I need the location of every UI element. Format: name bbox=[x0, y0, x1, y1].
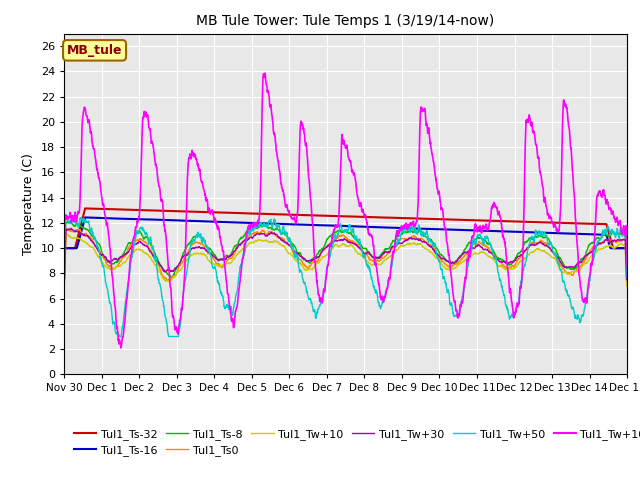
Tul1_Tw+30 bbox=[607, 238, 615, 244]
Tul1_Ts-8 bbox=[504, 260, 511, 266]
Tul1_Ts0 bbox=[607, 237, 615, 243]
Tul1_Tw+100 bbox=[319, 288, 327, 293]
Tul1_Tw+10 bbox=[319, 254, 327, 260]
Tul1_Tw+30 bbox=[60, 277, 68, 283]
Tul1_Tw+50 bbox=[60, 293, 68, 299]
Tul1_Ts0 bbox=[63, 226, 70, 231]
Tul1_Ts-8 bbox=[89, 233, 97, 239]
Tul1_Ts-32 bbox=[319, 213, 327, 218]
Y-axis label: Temperature (C): Temperature (C) bbox=[22, 153, 35, 255]
Tul1_Tw+50 bbox=[319, 290, 327, 296]
Line: Tul1_Tw+30: Tul1_Tw+30 bbox=[64, 228, 627, 280]
Tul1_Tw+10 bbox=[60, 283, 68, 289]
Tul1_Ts-16 bbox=[334, 223, 342, 228]
Tul1_Ts-16 bbox=[607, 245, 615, 251]
Tul1_Tw+30 bbox=[623, 277, 631, 283]
Tul1_Ts-8 bbox=[60, 277, 68, 283]
Tul1_Ts0 bbox=[60, 283, 68, 289]
Tul1_Ts-32 bbox=[81, 205, 89, 211]
Tul1_Ts-32 bbox=[623, 245, 631, 251]
Tul1_Tw+100 bbox=[335, 218, 342, 224]
Line: Tul1_Ts0: Tul1_Ts0 bbox=[64, 228, 627, 286]
Tul1_Tw+30 bbox=[89, 240, 97, 245]
Tul1_Tw+50 bbox=[504, 307, 512, 312]
Tul1_Ts-8 bbox=[607, 232, 615, 238]
Tul1_Tw+50 bbox=[623, 275, 631, 281]
Tul1_Tw+30 bbox=[67, 226, 75, 231]
Line: Tul1_Tw+10: Tul1_Tw+10 bbox=[64, 234, 627, 286]
Tul1_Ts-16 bbox=[60, 245, 68, 251]
Tul1_Tw+50 bbox=[116, 334, 124, 339]
Tul1_Tw+10 bbox=[63, 231, 70, 237]
Tul1_Ts0 bbox=[504, 265, 511, 271]
Tul1_Tw+30 bbox=[334, 238, 342, 243]
Tul1_Ts-32 bbox=[334, 213, 342, 219]
Tul1_Ts-8 bbox=[623, 277, 631, 283]
Tul1_Ts-16 bbox=[607, 245, 614, 251]
Line: Tul1_Tw+50: Tul1_Tw+50 bbox=[64, 215, 627, 336]
Text: MB_tule: MB_tule bbox=[67, 44, 122, 57]
Tul1_Tw+10 bbox=[607, 243, 614, 249]
Tul1_Ts0 bbox=[607, 238, 614, 243]
Tul1_Tw+30 bbox=[319, 247, 327, 252]
Tul1_Ts-8 bbox=[319, 245, 327, 251]
Tul1_Ts-32 bbox=[60, 245, 68, 251]
Tul1_Ts-16 bbox=[81, 215, 89, 220]
Tul1_Ts0 bbox=[89, 239, 97, 245]
Line: Tul1_Ts-16: Tul1_Ts-16 bbox=[64, 217, 627, 248]
Tul1_Tw+100 bbox=[607, 206, 615, 212]
Tul1_Tw+50 bbox=[335, 230, 342, 236]
Tul1_Tw+100 bbox=[504, 269, 512, 275]
Tul1_Tw+50 bbox=[89, 231, 97, 237]
Tul1_Tw+100 bbox=[117, 345, 125, 351]
Tul1_Ts-32 bbox=[607, 239, 615, 244]
Tul1_Tw+10 bbox=[504, 266, 511, 272]
Tul1_Ts-8 bbox=[607, 232, 614, 238]
Tul1_Ts0 bbox=[623, 283, 631, 289]
Tul1_Ts-16 bbox=[504, 228, 511, 234]
Tul1_Ts0 bbox=[319, 247, 327, 252]
Tul1_Ts-8 bbox=[65, 219, 72, 225]
Tul1_Tw+50 bbox=[607, 228, 615, 234]
Tul1_Tw+50 bbox=[62, 212, 70, 217]
Tul1_Tw+100 bbox=[261, 70, 269, 76]
Line: Tul1_Ts-32: Tul1_Ts-32 bbox=[64, 208, 627, 248]
Tul1_Ts-8 bbox=[334, 228, 342, 234]
Tul1_Tw+100 bbox=[607, 211, 615, 216]
Tul1_Tw+10 bbox=[623, 283, 631, 289]
Tul1_Ts-32 bbox=[89, 206, 97, 212]
Tul1_Tw+50 bbox=[607, 227, 615, 233]
Tul1_Tw+100 bbox=[60, 291, 68, 297]
Tul1_Tw+30 bbox=[504, 261, 511, 266]
Line: Tul1_Ts-8: Tul1_Ts-8 bbox=[64, 222, 627, 280]
Tul1_Tw+10 bbox=[89, 245, 97, 251]
Legend: Tul1_Ts-32, Tul1_Ts-16, Tul1_Ts-8, Tul1_Ts0, Tul1_Tw+10, Tul1_Tw+30, Tul1_Tw+50,: Tul1_Ts-32, Tul1_Ts-16, Tul1_Ts-8, Tul1_… bbox=[70, 424, 640, 460]
Tul1_Ts-16 bbox=[89, 215, 97, 221]
Title: MB Tule Tower: Tule Temps 1 (3/19/14-now): MB Tule Tower: Tule Temps 1 (3/19/14-now… bbox=[196, 14, 495, 28]
Tul1_Tw+30 bbox=[607, 238, 614, 244]
Line: Tul1_Tw+100: Tul1_Tw+100 bbox=[64, 73, 627, 348]
Tul1_Tw+10 bbox=[334, 243, 342, 249]
Tul1_Ts-16 bbox=[623, 245, 631, 251]
Tul1_Tw+100 bbox=[623, 264, 631, 269]
Tul1_Ts0 bbox=[334, 234, 342, 240]
Tul1_Ts-16 bbox=[319, 222, 327, 228]
Tul1_Tw+10 bbox=[607, 243, 615, 249]
Tul1_Tw+100 bbox=[89, 143, 97, 149]
Tul1_Ts-32 bbox=[504, 218, 511, 224]
Tul1_Ts-32 bbox=[607, 237, 614, 243]
